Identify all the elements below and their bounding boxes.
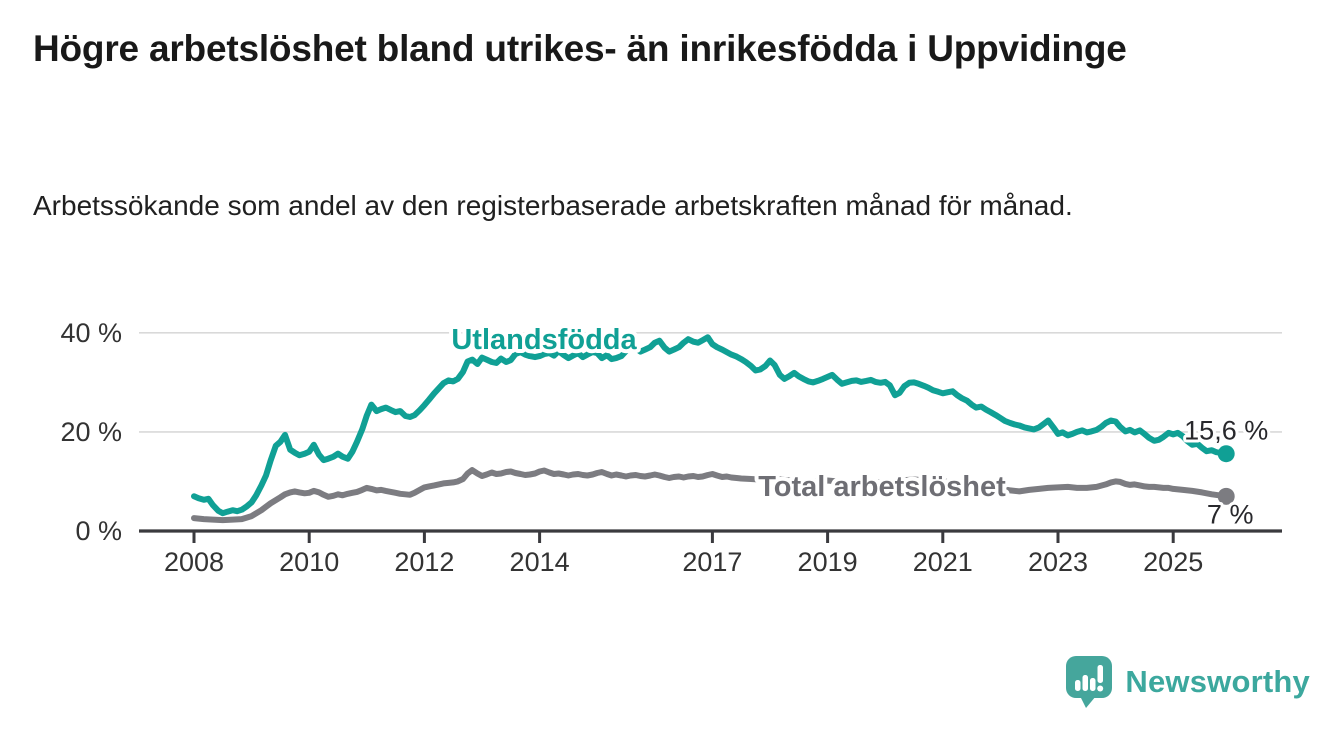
x-tick-label: 2017 <box>682 547 742 577</box>
series-label: Total arbetslöshet <box>758 471 1006 503</box>
newsworthy-wordmark: Newsworthy <box>1125 664 1310 699</box>
y-tick-label: 40 % <box>60 318 122 348</box>
x-tick-label: 2012 <box>394 547 454 577</box>
x-tick-label: 2023 <box>1028 547 1088 577</box>
x-tick-label: 2014 <box>510 547 570 577</box>
x-tick-label: 2025 <box>1143 547 1203 577</box>
y-tick-label: 20 % <box>60 417 122 447</box>
chart-subtitle: Arbetssökande som andel av den registerb… <box>33 190 1073 221</box>
y-tick-label: 0 % <box>75 516 122 546</box>
series-label: Utlandsfödda <box>451 324 637 356</box>
newsworthy-logo-icon <box>1066 656 1113 708</box>
series-line-total <box>191 467 1230 524</box>
x-tick-label: 2010 <box>279 547 339 577</box>
series-end-dot <box>1217 445 1235 463</box>
series-end-value: 7 % <box>1207 499 1254 529</box>
series-end-dot <box>1217 487 1235 505</box>
newsworthy-attribution: Newsworthy <box>1065 655 1310 709</box>
x-tick-label: 2019 <box>798 547 858 577</box>
series-end-value: 15,6 % <box>1184 416 1268 446</box>
page-title: Högre arbetslöshet bland utrikes- än inr… <box>33 28 1127 69</box>
x-tick-label: 2021 <box>913 547 973 577</box>
series-line-utlandsfodda <box>191 334 1230 517</box>
x-tick-label: 2008 <box>164 547 224 577</box>
